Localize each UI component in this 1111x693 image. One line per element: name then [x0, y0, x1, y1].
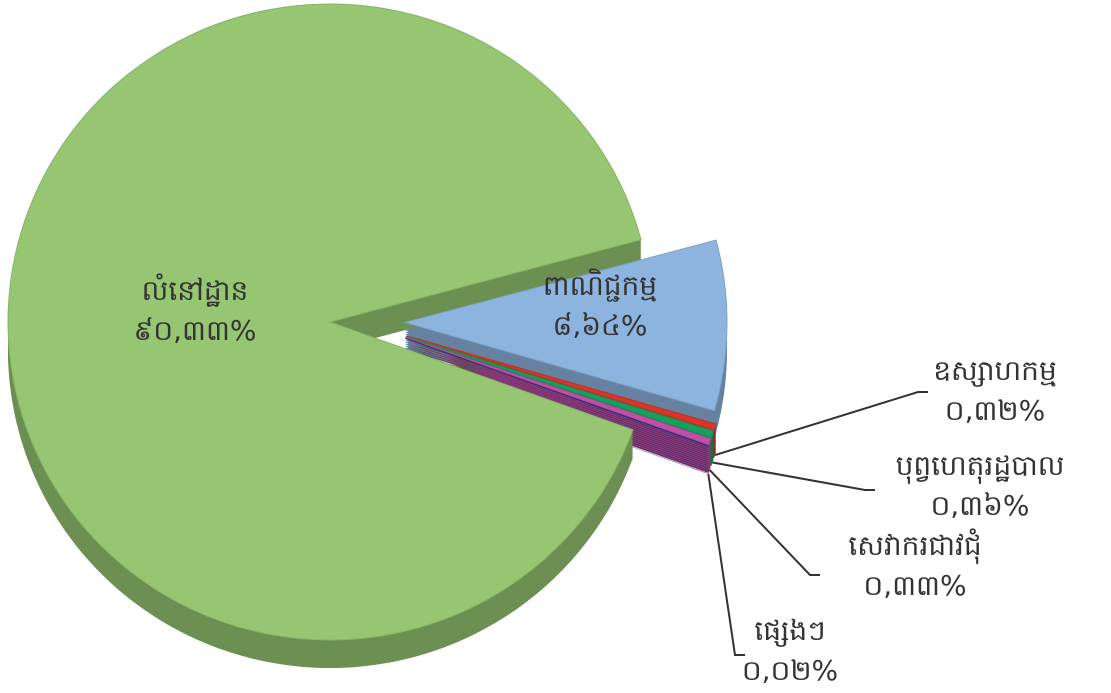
- leader-line: [712, 461, 875, 491]
- slice-label: ផ្សេងៗ: [754, 614, 825, 647]
- leader-line: [709, 469, 820, 576]
- slice: [403, 239, 728, 412]
- leader-line: [714, 391, 928, 457]
- value-label: ០,៣៦%: [930, 489, 1029, 522]
- slice: [405, 337, 712, 446]
- slice-side: [405, 341, 711, 450]
- slice-side: [405, 345, 711, 454]
- slice-label: ពាណិជ្ជកម្ម: [543, 268, 657, 302]
- value-label: ០,០២%: [742, 654, 838, 687]
- value-label: ០,៣២%: [945, 394, 1045, 427]
- value-label: ៨,៦៤%: [553, 309, 648, 342]
- slice-side: [405, 342, 709, 451]
- slice-side: [405, 343, 711, 452]
- slice: [7, 3, 642, 641]
- slice-side: [405, 347, 711, 456]
- slice: [405, 337, 710, 447]
- leader-line: [707, 473, 745, 656]
- slice-side: [405, 344, 709, 453]
- value-label: ៩០,៣៣%: [133, 314, 256, 347]
- pie-tops: [7, 3, 728, 641]
- slice-side: [405, 346, 709, 455]
- slice-side: [405, 340, 709, 449]
- slice-label: ឧស្សាហកម្ម: [933, 354, 1056, 387]
- slice-label: លំនៅដ្ឋាន: [142, 273, 249, 307]
- slice-side: [405, 348, 709, 457]
- slice: [405, 336, 715, 439]
- value-label: ០,៣៣%: [863, 569, 966, 602]
- slice: [406, 335, 717, 431]
- slice-label: បុព្វហេតុរដ្ឋបាល: [896, 449, 1065, 484]
- slice-label: សេវាករជាវជុំ: [848, 528, 981, 564]
